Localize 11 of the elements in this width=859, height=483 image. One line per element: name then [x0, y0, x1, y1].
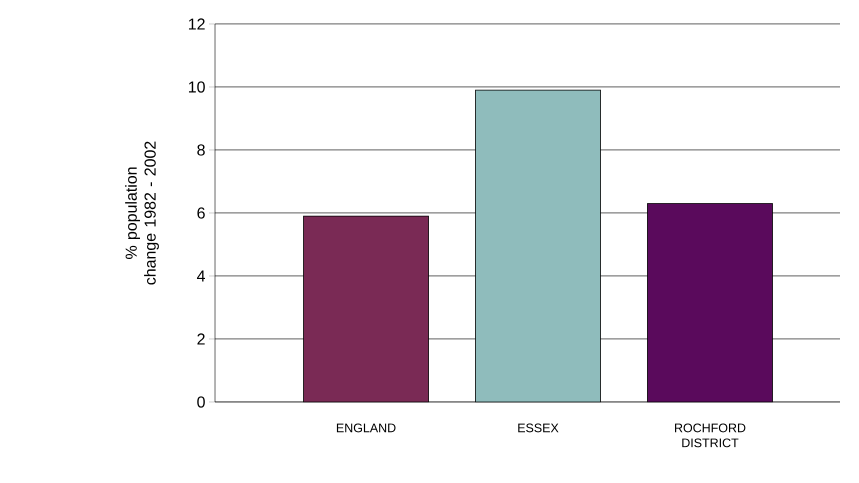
y-tick-label: 12 — [188, 18, 205, 30]
y-tick-label: 2 — [197, 333, 205, 345]
x-tick-label: ROCHFORD DISTRICT — [675, 424, 746, 448]
y-tick-label: 0 — [197, 396, 205, 408]
y-tick-label: 8 — [197, 144, 205, 156]
y-axis-title: % population change 1982 - 2002 — [125, 142, 159, 285]
y-tick-label: 6 — [197, 207, 205, 219]
x-tick-label: ESSEX — [518, 424, 559, 432]
y-tick-label: 4 — [196, 270, 206, 282]
x-tick-label: ENGLAND — [336, 424, 396, 432]
y-tick-label: 10 — [188, 81, 205, 93]
